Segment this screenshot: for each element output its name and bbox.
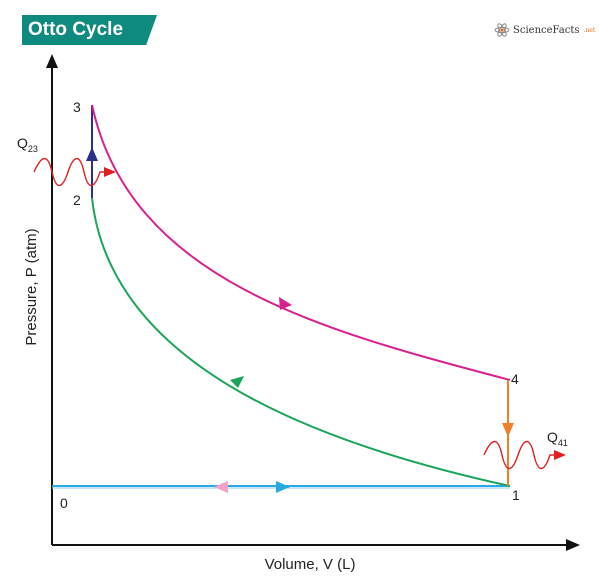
compression-arrow: [230, 376, 244, 388]
state-label-1: 1: [512, 487, 520, 503]
intake-arrow: [276, 481, 290, 493]
heat-label-q41: Q41: [547, 429, 568, 448]
heat-input-arrowhead: [104, 167, 116, 177]
compression-curve: [91, 197, 511, 487]
expansion-curve: [91, 104, 511, 381]
brand-logo: ScienceFacts .net: [494, 20, 595, 40]
y-axis-label: Pressure, P (atm): [23, 228, 40, 345]
x-axis-label: Volume, V (L): [265, 556, 356, 573]
exhaust-arrow: [214, 481, 228, 493]
brand-name: ScienceFacts: [513, 24, 580, 36]
state-label-3: 3: [73, 99, 81, 115]
x-axis-arrowhead: [566, 539, 580, 551]
y-axis-arrowhead: [46, 54, 58, 68]
state-label-0: 0: [60, 495, 68, 511]
expansion-arrow: [279, 297, 292, 310]
heat-rejection-arrow: [502, 423, 514, 437]
diagram-title: Otto Cycle: [22, 15, 157, 45]
heat-output-wave: [483, 440, 556, 470]
heat-label-q23: Q23: [17, 135, 38, 154]
brand-suffix: .net: [583, 26, 596, 34]
heat-addition-arrow: [86, 147, 98, 161]
atom-icon: [494, 23, 510, 37]
state-label-2: 2: [73, 192, 81, 208]
state-label-4: 4: [511, 371, 519, 387]
heat-output-arrowhead: [554, 450, 566, 460]
heat-input-wave: [33, 157, 106, 187]
